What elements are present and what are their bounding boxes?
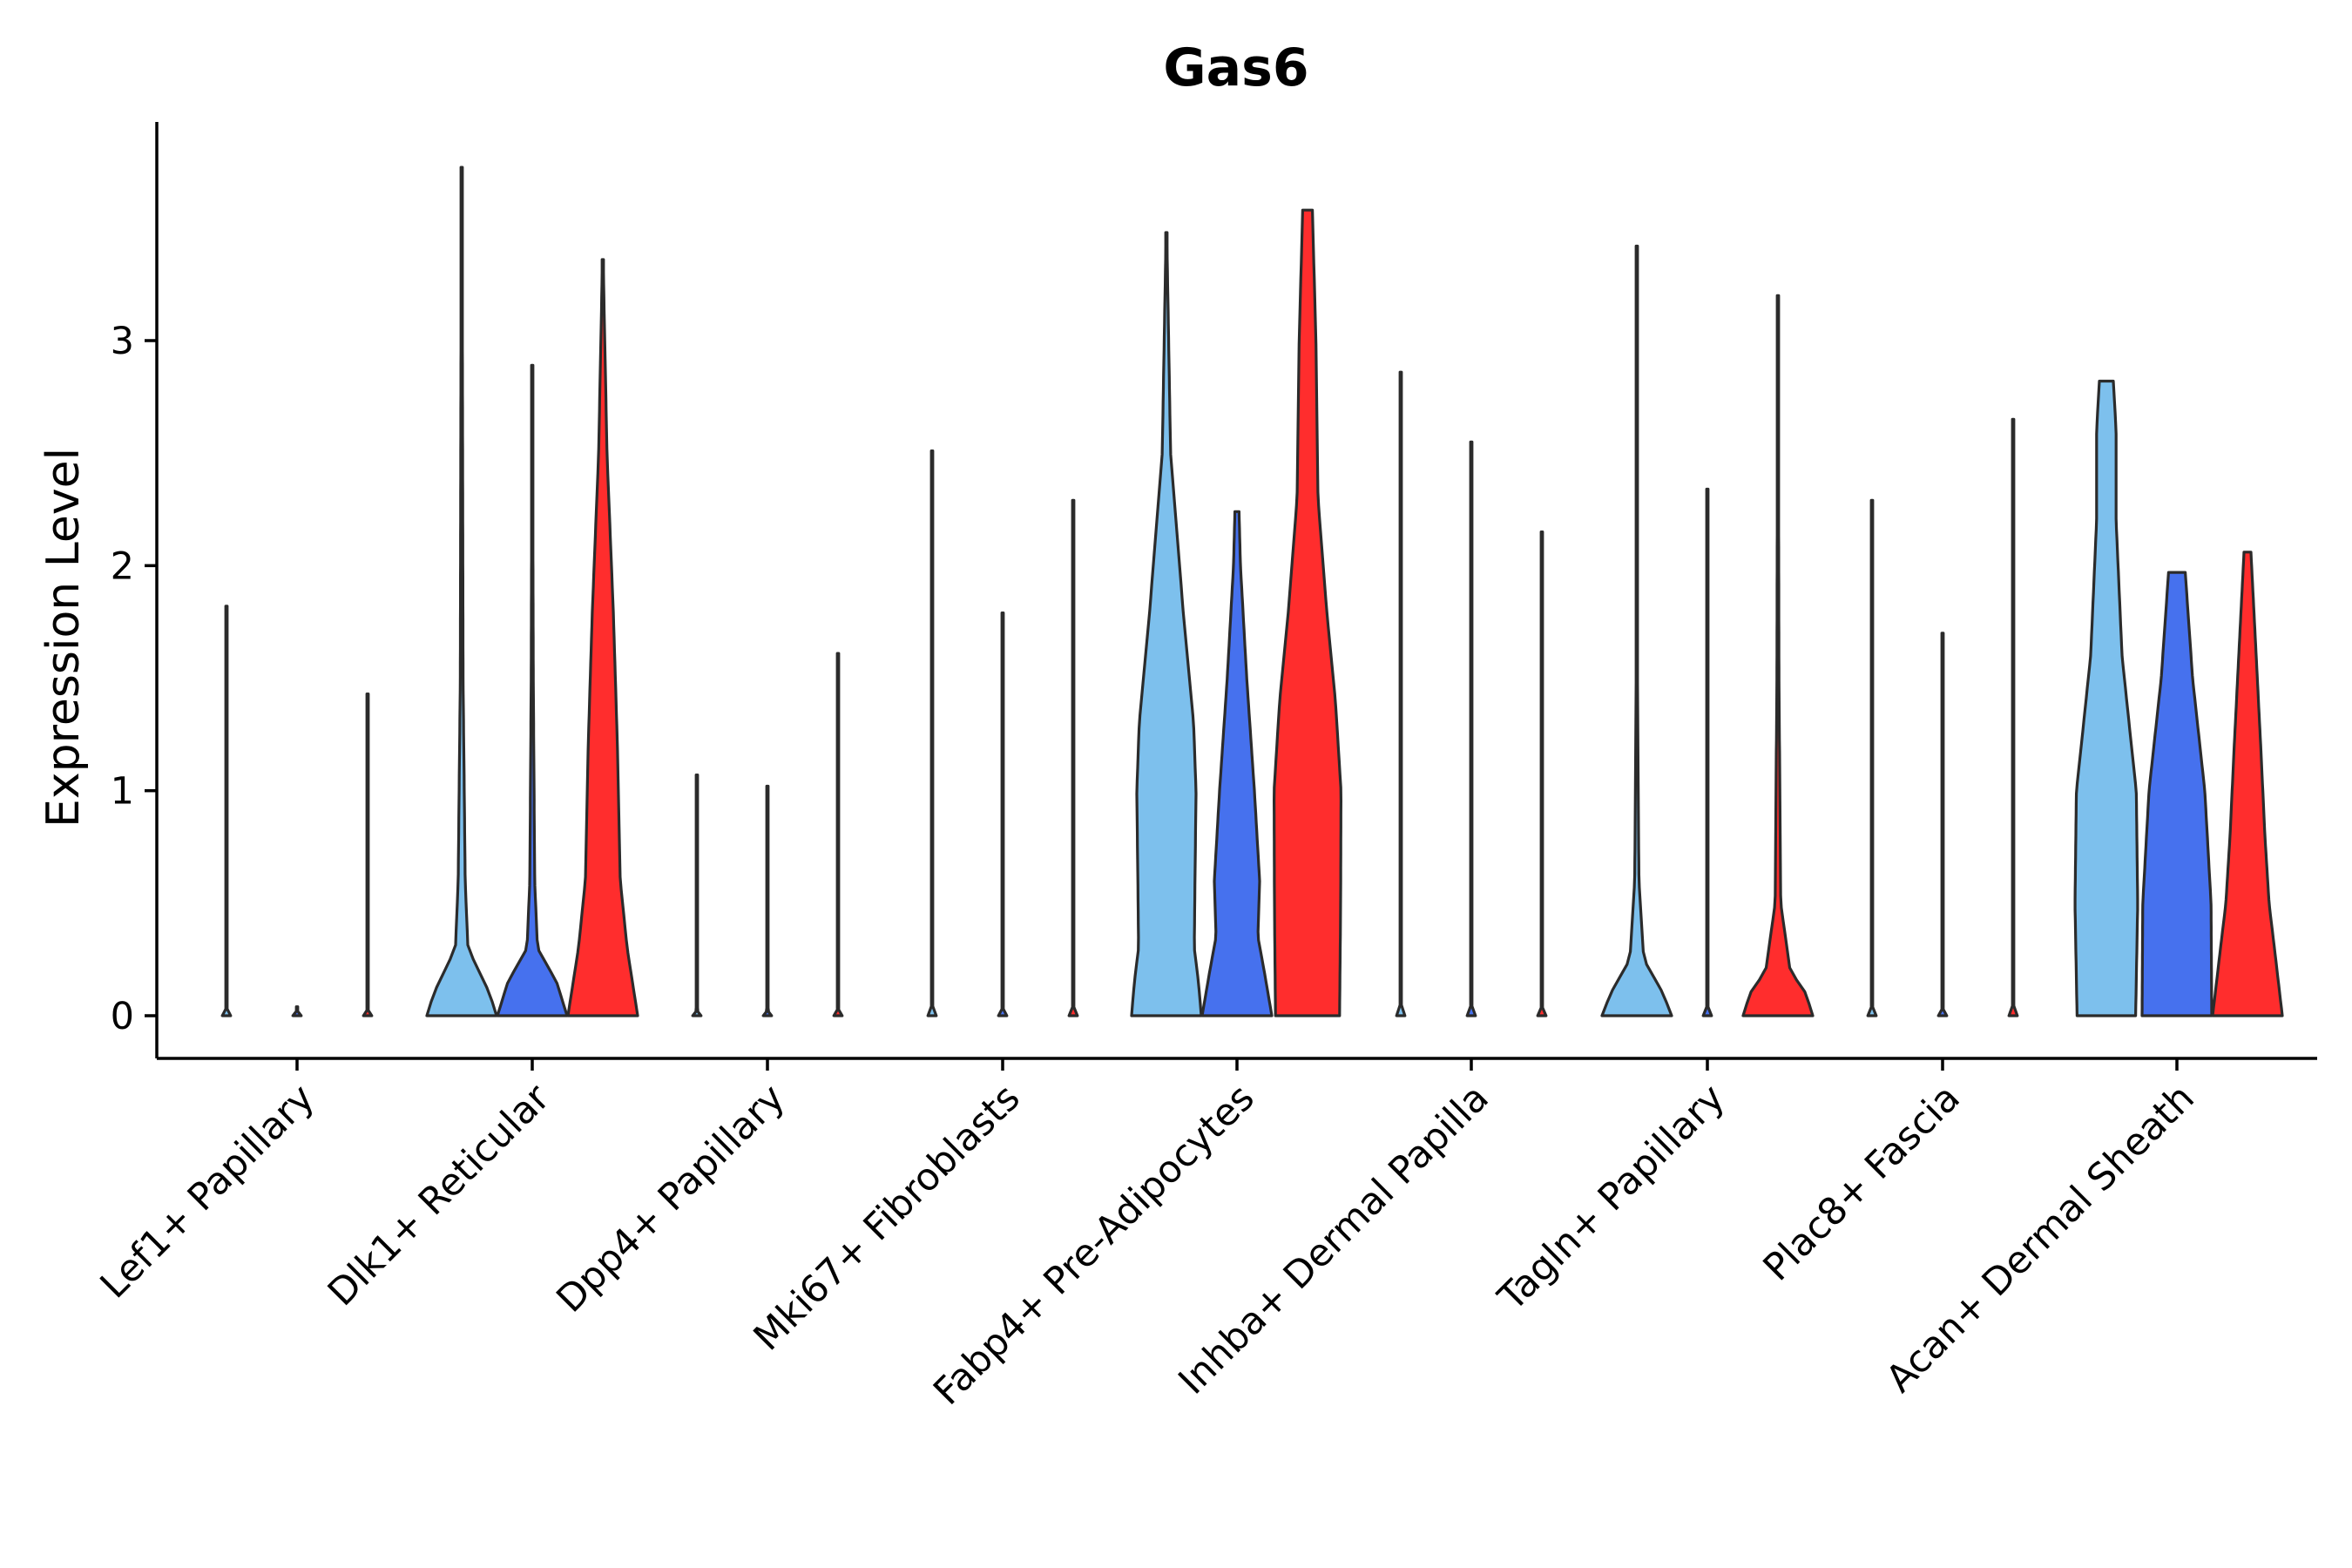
violin-8-group-2	[1936, 632, 1949, 1017]
violin-1-group-1	[220, 605, 233, 1017]
violin-4-group-1	[926, 449, 938, 1017]
violin-2-group-1	[425, 166, 498, 1017]
violin-3-group-2	[761, 784, 774, 1017]
violin-5-group-1	[1130, 231, 1203, 1017]
y-tick-label: 2	[111, 544, 134, 588]
violin-6-group-3	[1536, 531, 1548, 1017]
violin-1-group-3	[362, 693, 374, 1017]
x-tick-label: Mki67+ Fibroblasts	[746, 1076, 1029, 1359]
violin-3-group-3	[832, 652, 844, 1017]
violin-7-group-2	[1701, 487, 1713, 1017]
y-tick-label: 3	[111, 320, 134, 363]
violin-9-group-3	[2211, 551, 2284, 1017]
x-tick-label: Dlk1+ Reticular	[320, 1076, 558, 1315]
violin-4-group-2	[997, 612, 1009, 1017]
violin-5-group-3	[1273, 208, 1342, 1017]
violin-8-group-3	[2007, 417, 2019, 1017]
violin-5-group-2	[1200, 510, 1274, 1017]
violin-1-group-2	[291, 1005, 303, 1017]
violin-7-group-1	[1600, 244, 1673, 1017]
violin-7-group-3	[1741, 294, 1815, 1017]
y-axis-label: Expression Level	[37, 448, 90, 828]
violin-9-group-1	[2073, 379, 2139, 1017]
violin-2-group-2	[496, 363, 569, 1017]
x-tick-label: Tagln+ Papillary	[1490, 1076, 1734, 1320]
violin-8-group-1	[1866, 498, 1878, 1017]
violin-layer	[220, 166, 2284, 1017]
violin-6-group-2	[1465, 440, 1477, 1017]
x-tick-label: Lef1+ Papillary	[92, 1076, 323, 1307]
violin-9-group-2	[2140, 571, 2213, 1017]
violin-6-group-1	[1395, 370, 1407, 1017]
violin-2-group-3	[566, 258, 639, 1017]
chart-title: Gas6	[1163, 37, 1308, 98]
x-tick-label: Plac8+ Fascia	[1755, 1076, 1969, 1289]
x-tick-label: Dpp4+ Papillary	[549, 1076, 794, 1321]
y-tick-label: 0	[111, 995, 134, 1038]
violin-4-group-3	[1067, 498, 1079, 1017]
violin-3-group-1	[691, 774, 703, 1017]
y-tick-label: 1	[111, 770, 134, 814]
